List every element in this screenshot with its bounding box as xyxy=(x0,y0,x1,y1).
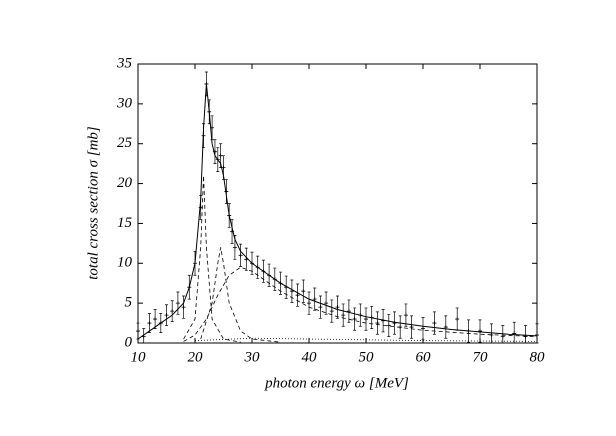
x-tick-label: 10 xyxy=(131,349,147,365)
data-point xyxy=(238,253,243,258)
data-point xyxy=(335,305,340,310)
y-tick-label: 25 xyxy=(117,135,133,151)
y-tick-label: 10 xyxy=(117,255,133,271)
data-point xyxy=(181,305,186,310)
data-point xyxy=(170,309,175,314)
curve xyxy=(137,83,538,340)
y-axis-label: total cross section σ [mb] xyxy=(85,126,101,280)
y-tick-label: 15 xyxy=(117,215,133,231)
data-point xyxy=(329,309,334,314)
data-point xyxy=(352,317,357,322)
data-point xyxy=(392,321,397,326)
data-point xyxy=(403,313,408,318)
x-tick-label: 40 xyxy=(302,349,318,365)
y-tick-label: 35 xyxy=(116,55,133,71)
data-point xyxy=(432,321,437,326)
data-point xyxy=(301,289,306,294)
data-point xyxy=(341,313,346,318)
data-point xyxy=(175,301,180,306)
data-point xyxy=(164,313,169,318)
data-point xyxy=(218,153,223,158)
data-point xyxy=(386,323,391,328)
data-point xyxy=(455,317,460,322)
y-tick-label: 5 xyxy=(125,295,133,311)
y-tick-label: 0 xyxy=(125,334,133,350)
data-point xyxy=(312,297,317,302)
x-tick-label: 80 xyxy=(530,349,546,365)
data-point xyxy=(136,329,140,334)
data-point xyxy=(478,329,482,334)
data-point xyxy=(409,325,414,330)
x-tick-label: 60 xyxy=(416,349,432,365)
plot-frame xyxy=(137,63,538,344)
x-tick-label: 30 xyxy=(244,349,261,365)
curve xyxy=(183,175,241,343)
data-point xyxy=(421,326,425,331)
y-tick-label: 30 xyxy=(116,95,133,111)
data-point xyxy=(324,301,329,306)
curve xyxy=(200,247,281,343)
curve xyxy=(194,337,538,342)
data-point xyxy=(147,321,152,326)
data-point xyxy=(295,293,300,298)
x-tick-label: 50 xyxy=(359,349,375,365)
data-point xyxy=(153,317,158,322)
data-point xyxy=(307,301,311,306)
x-axis-label: photon energy ω [MeV] xyxy=(264,375,409,391)
data-point xyxy=(232,245,237,250)
curve xyxy=(183,266,538,342)
error-bar xyxy=(524,325,528,344)
x-tick-label: 70 xyxy=(473,349,489,365)
data-point xyxy=(364,317,368,322)
data-point xyxy=(318,305,323,310)
x-tick-label: 20 xyxy=(188,349,204,365)
y-tick-label: 20 xyxy=(117,175,133,191)
data-point xyxy=(221,165,226,170)
